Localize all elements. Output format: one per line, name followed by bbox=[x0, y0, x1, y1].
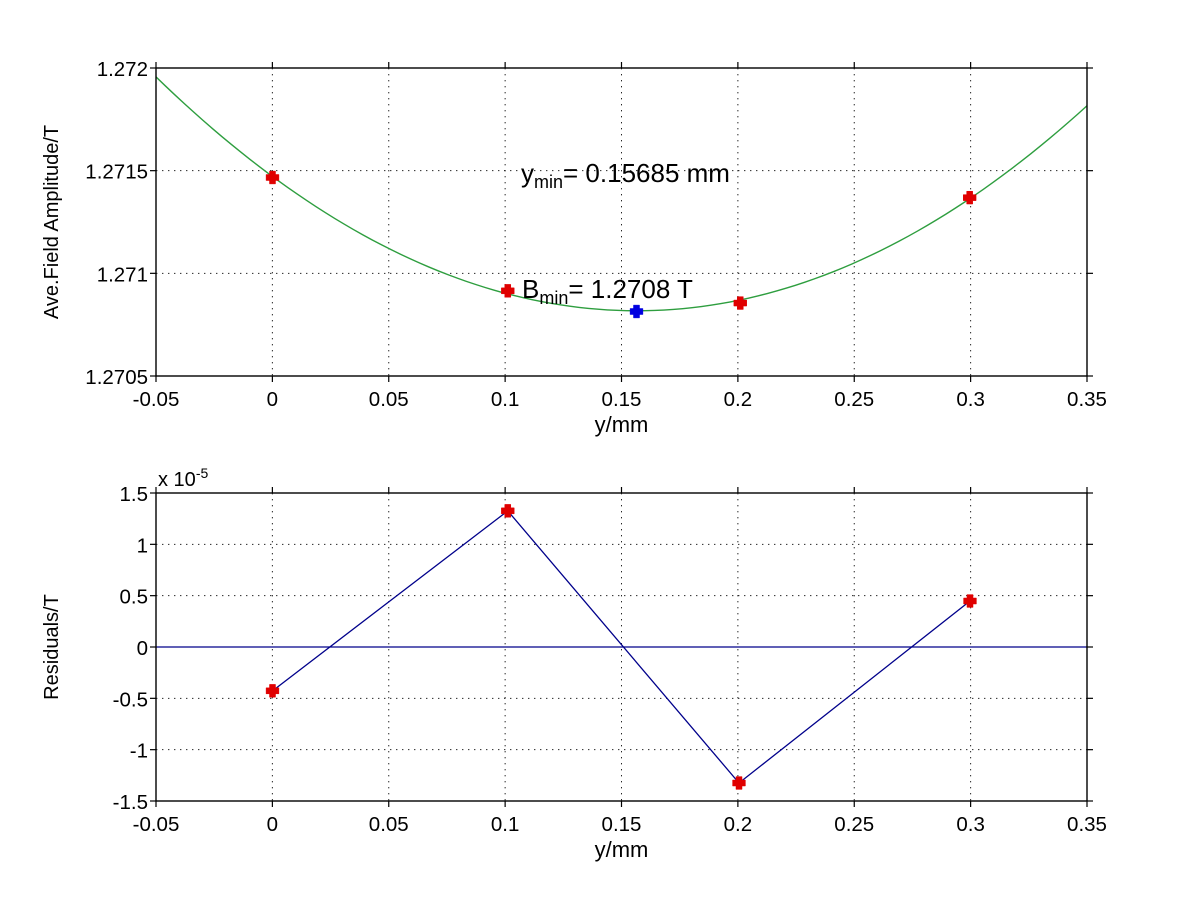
svg-text:0.35: 0.35 bbox=[1067, 388, 1107, 411]
svg-text:0: 0 bbox=[267, 388, 278, 411]
svg-text:0.25: 0.25 bbox=[834, 813, 874, 836]
svg-text:0.1: 0.1 bbox=[491, 813, 520, 836]
svg-text:1.2705: 1.2705 bbox=[85, 366, 148, 389]
svg-text:y/mm: y/mm bbox=[595, 837, 649, 862]
svg-text:1: 1 bbox=[137, 534, 148, 557]
svg-text:Bmin= 1.2708 T: Bmin= 1.2708 T bbox=[522, 274, 693, 308]
svg-text:1.271: 1.271 bbox=[97, 263, 148, 286]
svg-text:0.15: 0.15 bbox=[602, 813, 642, 836]
svg-text:0.2: 0.2 bbox=[724, 813, 753, 836]
svg-text:0.5: 0.5 bbox=[120, 586, 149, 609]
svg-text:1.2715: 1.2715 bbox=[85, 161, 148, 184]
svg-text:y/mm: y/mm bbox=[595, 412, 649, 437]
svg-text:Ave.Field Amplitude/T: Ave.Field Amplitude/T bbox=[41, 125, 63, 319]
svg-text:-0.5: -0.5 bbox=[113, 688, 148, 711]
svg-text:-1.5: -1.5 bbox=[113, 791, 148, 814]
svg-text:0.15: 0.15 bbox=[602, 388, 642, 411]
svg-text:0: 0 bbox=[267, 813, 278, 836]
svg-text:ymin= 0.15685 mm: ymin= 0.15685 mm bbox=[521, 158, 730, 192]
svg-text:0.3: 0.3 bbox=[956, 388, 985, 411]
svg-text:x 10-5: x 10-5 bbox=[158, 465, 208, 491]
svg-text:0.1: 0.1 bbox=[491, 388, 520, 411]
svg-text:Residuals/T: Residuals/T bbox=[41, 594, 63, 700]
svg-text:0.05: 0.05 bbox=[369, 813, 409, 836]
svg-text:0.35: 0.35 bbox=[1067, 813, 1107, 836]
svg-text:0.25: 0.25 bbox=[834, 388, 874, 411]
svg-text:-1: -1 bbox=[130, 740, 148, 763]
svg-text:1.272: 1.272 bbox=[97, 58, 148, 81]
svg-text:0: 0 bbox=[137, 637, 148, 660]
svg-text:-0.05: -0.05 bbox=[133, 813, 180, 836]
svg-text:1.5: 1.5 bbox=[120, 483, 149, 506]
svg-text:0.2: 0.2 bbox=[724, 388, 753, 411]
svg-text:-0.05: -0.05 bbox=[133, 388, 180, 411]
svg-text:0.3: 0.3 bbox=[956, 813, 985, 836]
svg-text:0.05: 0.05 bbox=[369, 388, 409, 411]
